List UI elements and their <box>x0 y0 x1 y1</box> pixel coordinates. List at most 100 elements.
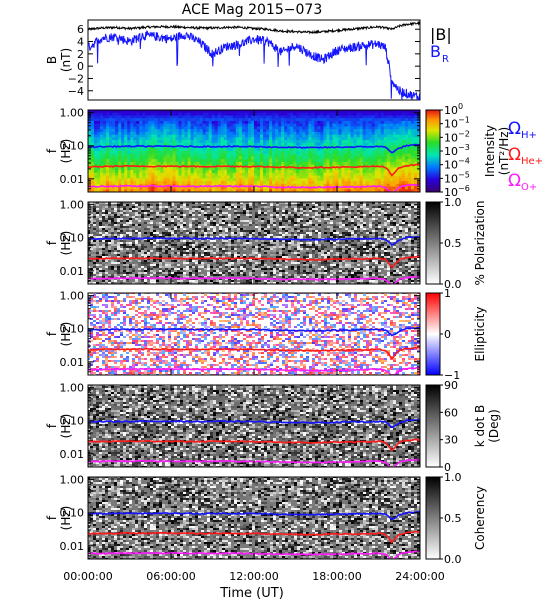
colorbar-label: % Polarization <box>473 201 487 286</box>
y-axis-label: f <box>45 515 59 520</box>
legend-omega-subscript: O+ <box>521 182 537 193</box>
colorbar <box>425 292 441 376</box>
y-axis-unit: (Hz) <box>59 414 73 439</box>
colorbar-label: k dot B <box>473 405 487 447</box>
y-axis-label: f <box>45 423 59 428</box>
y-tick-label: −4 <box>68 85 84 98</box>
colorbar-tick-label: 0.0 <box>444 553 462 566</box>
gyro-line-H-plus <box>88 143 420 154</box>
colorbar-tick-exponent: −6 <box>458 184 470 193</box>
y-axis-label: B <box>45 56 59 64</box>
colorbar-tick-label: 30 <box>444 434 458 447</box>
gyro-line-H-plus <box>88 235 420 247</box>
y-tick-label: 4 <box>77 36 84 49</box>
heatmap-body <box>88 477 420 559</box>
y-tick-label: 0.01 <box>60 265 85 278</box>
gyro-line-He-plus <box>88 255 420 269</box>
colorbar <box>425 109 441 193</box>
heatmap-texture <box>88 202 420 284</box>
y-tick-label: 0.10 <box>60 323 85 336</box>
y-tick-label: 0.01 <box>60 173 85 186</box>
colorbar-tick-label: 1 <box>444 287 451 300</box>
y-axis-unit: (Hz) <box>59 231 73 256</box>
series-line-b-total <box>87 20 421 35</box>
colorbar-tick-label: 10 <box>444 131 458 144</box>
colorbar-tick-exponent: −5 <box>458 170 470 179</box>
colorbar-tick-label: 0.5 <box>444 237 462 250</box>
heatmap-texture <box>88 293 420 375</box>
y-tick-label: 0.01 <box>60 448 85 461</box>
colorbar-tick-exponent: 0 <box>458 102 463 111</box>
x-tick-label: 12:00:00 <box>229 570 278 583</box>
series-line-b-r <box>87 30 421 101</box>
colorbar <box>425 384 441 468</box>
y-tick-label: 1.00 <box>60 199 85 212</box>
y-axis-unit: (Hz) <box>59 506 73 531</box>
y-axis-label: f <box>45 148 59 153</box>
gyro-line-He-plus <box>88 346 420 360</box>
y-axis-label: f <box>45 331 59 336</box>
colorbar-tick-label: −1 <box>444 369 460 382</box>
y-tick-label: 0.10 <box>60 140 85 153</box>
colorbar-tick-label: 90 <box>444 379 458 392</box>
gyro-line-H-plus <box>88 326 420 337</box>
legend-omega-subscript: H+ <box>521 130 537 141</box>
panel-kdotb: 1.00 0.10 0.01 f (Hz) 90 60 30 0 k dot B (Deg) <box>45 379 501 474</box>
y-tick-label: 6 <box>77 23 84 36</box>
colorbar <box>425 201 441 285</box>
heatmap-texture <box>88 477 420 559</box>
y-tick-label: 0.10 <box>60 232 85 245</box>
y-tick-label: 0 <box>77 60 84 73</box>
colorbar-tick-label: 10 <box>444 118 458 131</box>
legend-omega-O-plus: Ω <box>508 171 521 191</box>
gyro-line-He-plus <box>88 163 420 177</box>
colorbar-tick-exponent: −1 <box>458 116 470 125</box>
colorbar-tick-exponent: −4 <box>458 157 470 166</box>
colorbar-label: Ellipticity <box>473 307 487 362</box>
y-axis-unit: (Hz) <box>59 322 73 347</box>
panel-ellipticity: 1.00 0.10 0.01 f (Hz) 1 0 −1 Ellipticity <box>45 287 487 382</box>
legend-b-r-subscript: R <box>442 54 449 65</box>
colorbar-tick-label: 10 <box>444 172 458 185</box>
gyro-line-He-plus <box>88 438 420 452</box>
heatmap-body <box>88 202 420 284</box>
y-tick-label: 0.10 <box>60 507 85 520</box>
chart-title: ACE Mag 2015−073 <box>182 2 322 18</box>
y-tick-label: 1.00 <box>60 382 85 395</box>
colorbar-tick-label: 1.0 <box>444 471 462 484</box>
colorbar-unit: (Deg) <box>487 409 501 443</box>
heatmap-texture <box>88 385 420 467</box>
x-tick-label: 18:00:00 <box>312 570 361 583</box>
colorbar-tick-label: 0 <box>444 328 451 341</box>
colorbar-tick-label: 10 <box>444 159 458 172</box>
y-tick-label: 1.00 <box>60 474 85 487</box>
colorbar-tick-exponent: −3 <box>458 143 470 152</box>
legend-omega-subscript: He+ <box>521 156 543 167</box>
colorbar-tick-label: 0.5 <box>444 512 462 525</box>
heatmap-body <box>88 385 420 467</box>
colorbar-tick-label: 60 <box>444 406 458 419</box>
x-axis: 00:00:00 06:00:00 12:00:00 18:00:00 24:00:00 <box>63 570 444 583</box>
x-tick-label: 00:00:00 <box>63 570 112 583</box>
x-axis-label: Time (UT) <box>219 586 284 600</box>
colorbar-tick-label: 1.0 <box>444 196 462 209</box>
colorbar-unit: (nT²/Hz) <box>497 127 511 175</box>
y-tick-label: 0.10 <box>60 415 85 428</box>
colorbar-tick-label: 10 <box>444 186 458 199</box>
y-tick-label: 0.01 <box>60 540 85 553</box>
y-tick-label: −2 <box>68 72 84 85</box>
y-tick-label: 1.00 <box>60 290 85 303</box>
colorbar-tick-exponent: −2 <box>458 129 470 138</box>
legend-b-total: |B| <box>430 25 452 44</box>
legend-omega-He-plus: Ω <box>508 145 521 165</box>
panel-frame <box>87 19 421 101</box>
panel-polarization: 1.00 0.10 0.01 f (Hz) 1.0 0.5 0.0 % Polarization <box>45 196 487 291</box>
colorbar-label: Coherency <box>473 486 487 550</box>
panel-coherency: 1.00 0.10 0.01 f (Hz) 1.0 0.5 0.0 Coherency <box>45 471 487 566</box>
colorbar-tick-label: 0 <box>444 461 451 474</box>
y-tick-label: 2 <box>77 48 84 61</box>
